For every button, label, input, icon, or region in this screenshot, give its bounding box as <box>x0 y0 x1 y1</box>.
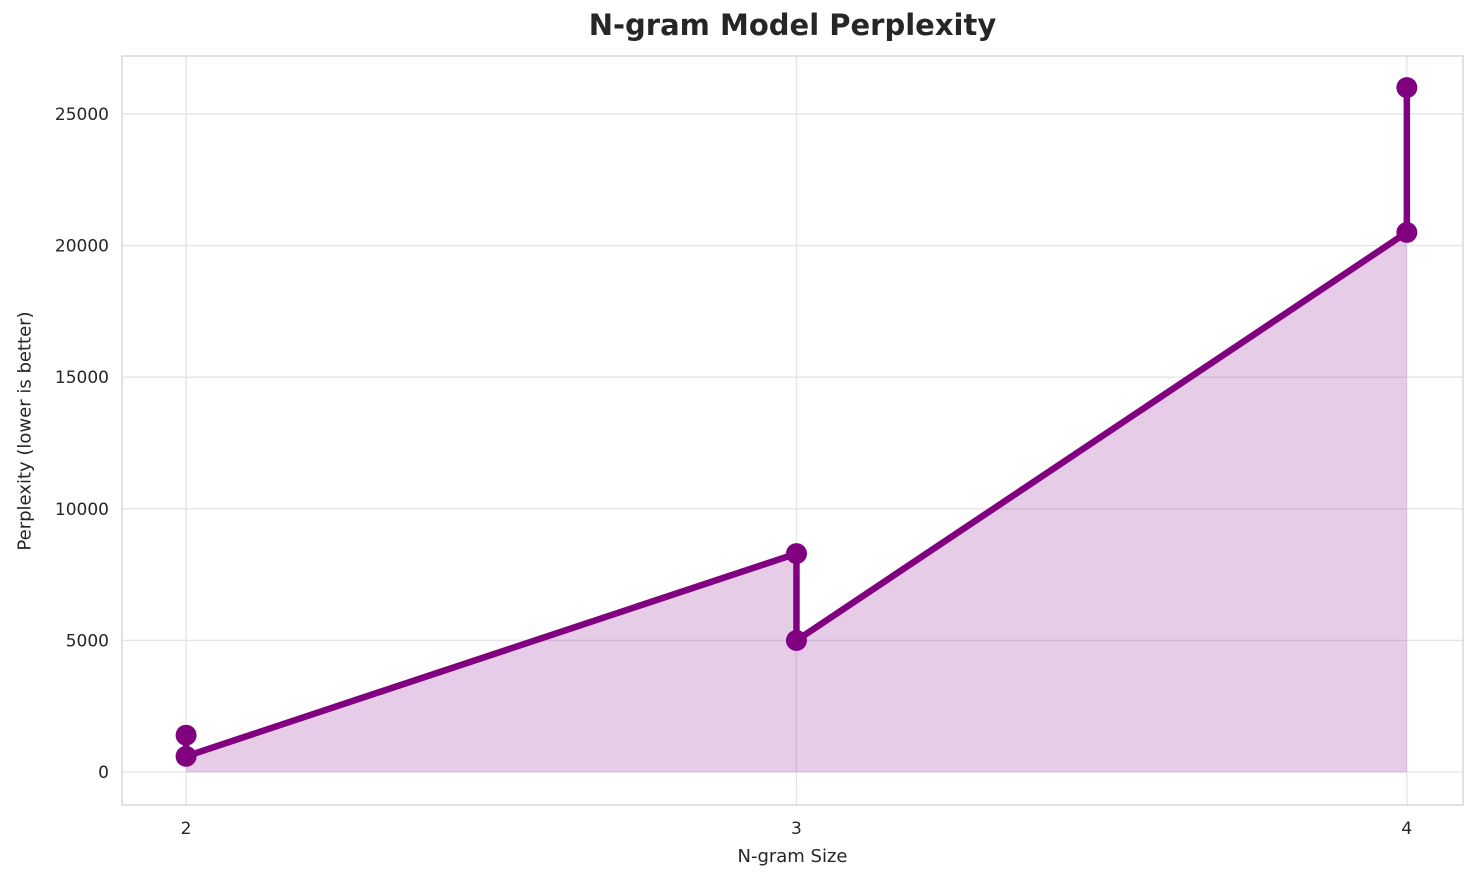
data-point-marker <box>1396 221 1418 243</box>
data-point-marker <box>1396 77 1418 99</box>
x-axis-label: N-gram Size <box>737 846 848 867</box>
y-axis-label: Perplexity (lower is better) <box>14 311 36 551</box>
data-point-marker <box>785 629 807 651</box>
y-tick-label: 15000 <box>55 368 109 388</box>
area-fill <box>186 87 1407 773</box>
x-tick-label: 4 <box>1401 819 1412 839</box>
y-tick-label: 10000 <box>55 500 109 520</box>
data-point-marker <box>175 724 197 746</box>
y-tick-label: 20000 <box>55 237 109 257</box>
chart-title: N-gram Model Perplexity <box>588 8 997 42</box>
y-tick-label: 0 <box>98 763 109 783</box>
data-point-marker <box>785 543 807 565</box>
plot-border <box>121 55 1464 806</box>
x-tick-label: 3 <box>791 819 802 839</box>
y-tick-label: 25000 <box>55 105 109 125</box>
data-point-marker <box>175 745 197 767</box>
x-tick-label: 2 <box>181 819 192 839</box>
y-tick-label: 5000 <box>66 631 109 651</box>
